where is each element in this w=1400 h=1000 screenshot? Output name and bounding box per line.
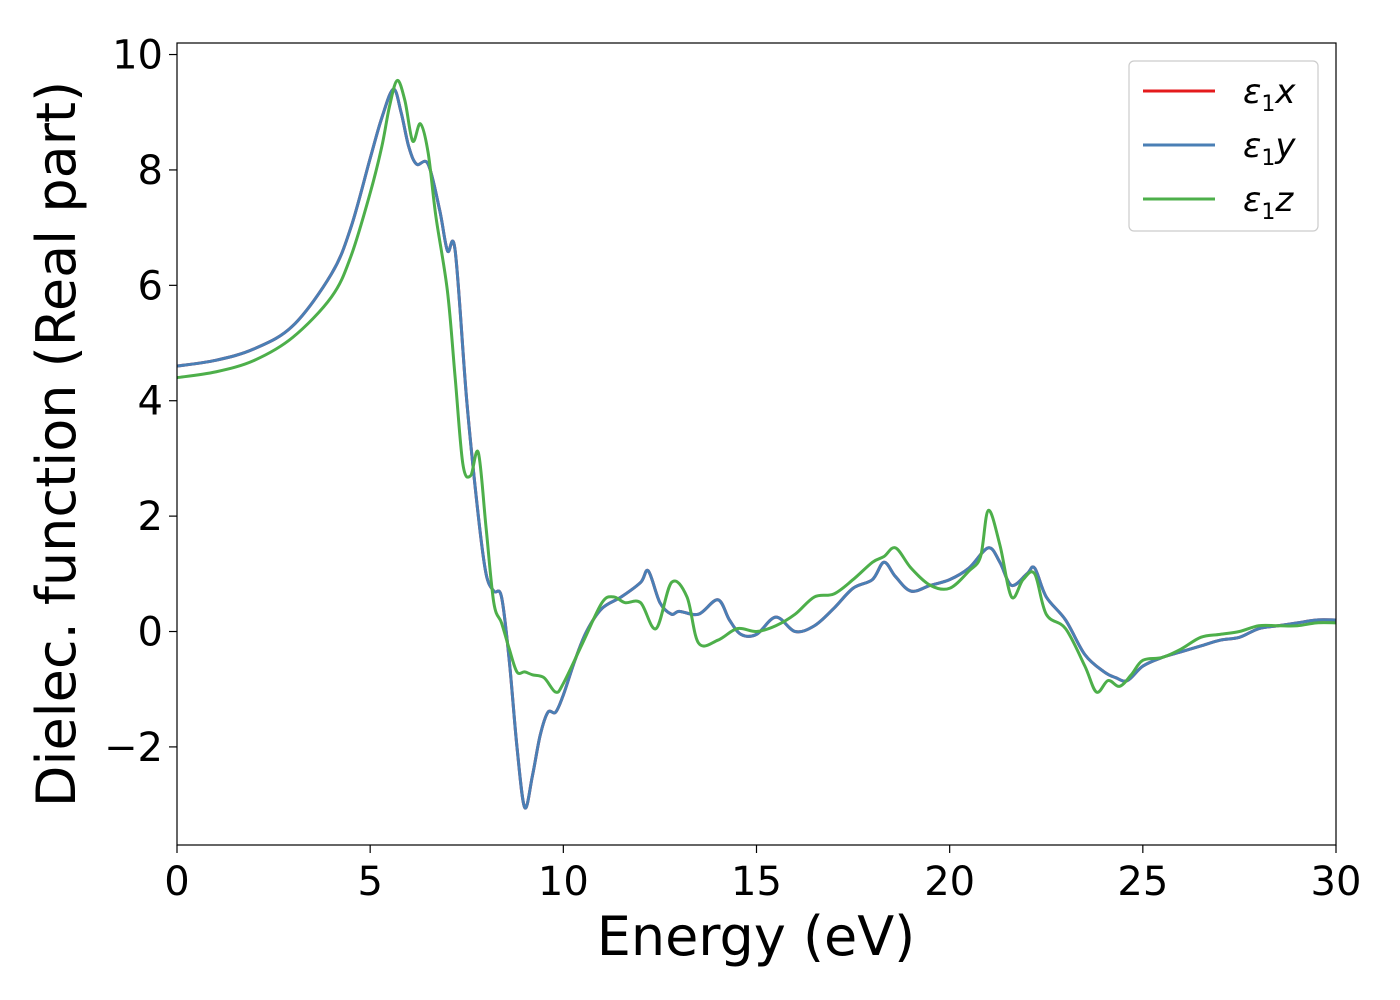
- x-tick-label: 25: [1117, 859, 1168, 905]
- x-tick-label: 30: [1311, 859, 1362, 905]
- x-tick-label: 5: [357, 859, 382, 905]
- x-tick-label: 0: [164, 859, 189, 905]
- x-axis: 0 5 10 15 20 25 30: [164, 845, 1361, 905]
- x-tick-label: 10: [538, 859, 589, 905]
- x-tick-label: 15: [731, 859, 782, 905]
- legend-label-y: ε1y: [1243, 126, 1296, 171]
- series-line-y: [177, 87, 1336, 810]
- y-tick-label: 10: [112, 33, 163, 79]
- series-layer: [177, 79, 1336, 810]
- legend: ε1x ε1y ε1z: [1128, 60, 1319, 232]
- y-tick-label: 6: [138, 263, 163, 309]
- y-tick-label: 2: [138, 494, 163, 540]
- x-axis-label: Energy (eV): [597, 905, 916, 968]
- series-line-z: [177, 79, 1336, 694]
- y-axis-label: Dielec. function (Real part): [25, 81, 88, 807]
- y-tick-label: 8: [138, 148, 163, 194]
- legend-label-x: ε1x: [1243, 72, 1296, 117]
- legend-label-z: ε1z: [1243, 180, 1294, 225]
- x-tick-label: 20: [924, 859, 975, 905]
- y-tick-label: 4: [138, 379, 163, 425]
- y-axis: −2 0 2 4 6 8 10: [104, 33, 177, 771]
- y-tick-label: −2: [104, 725, 163, 771]
- legend-box: [1128, 60, 1319, 232]
- y-tick-label: 0: [138, 610, 163, 656]
